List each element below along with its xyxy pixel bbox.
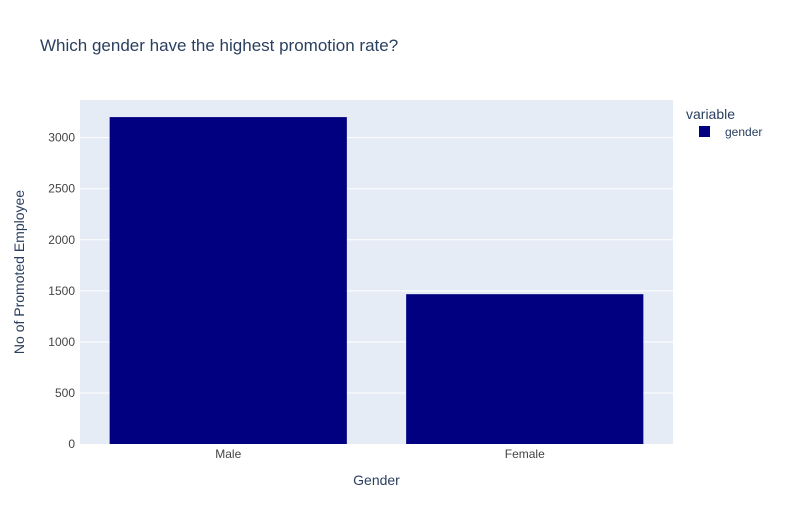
y-tick-label: 2500: [48, 182, 75, 196]
legend-item-gender[interactable]: gender: [699, 125, 762, 139]
y-tick-label: 1000: [48, 335, 75, 349]
y-axis-title: No of Promoted Employee: [11, 190, 27, 354]
y-tick-label: 0: [68, 437, 75, 451]
x-tick-label: Male: [215, 447, 241, 461]
x-tick-label: Female: [505, 447, 545, 461]
legend-swatch: [699, 126, 710, 137]
y-tick-label: 2000: [48, 233, 75, 247]
x-axis-title: Gender: [353, 472, 400, 488]
y-tick-label: 500: [55, 386, 75, 400]
y-tick-label: 1500: [48, 284, 75, 298]
legend-title: variable: [686, 106, 735, 122]
y-axis-ticks: 0 500 1000 1500 2000 2500 3000: [48, 131, 75, 451]
y-tick-label: 3000: [48, 131, 75, 145]
chart-title: Which gender have the highest promotion …: [40, 36, 398, 55]
legend: variable gender: [686, 106, 762, 139]
x-axis-ticks: Male Female: [215, 447, 545, 461]
bar-female[interactable]: [406, 294, 643, 444]
legend-label: gender: [725, 125, 762, 139]
bar-male[interactable]: [110, 117, 347, 444]
